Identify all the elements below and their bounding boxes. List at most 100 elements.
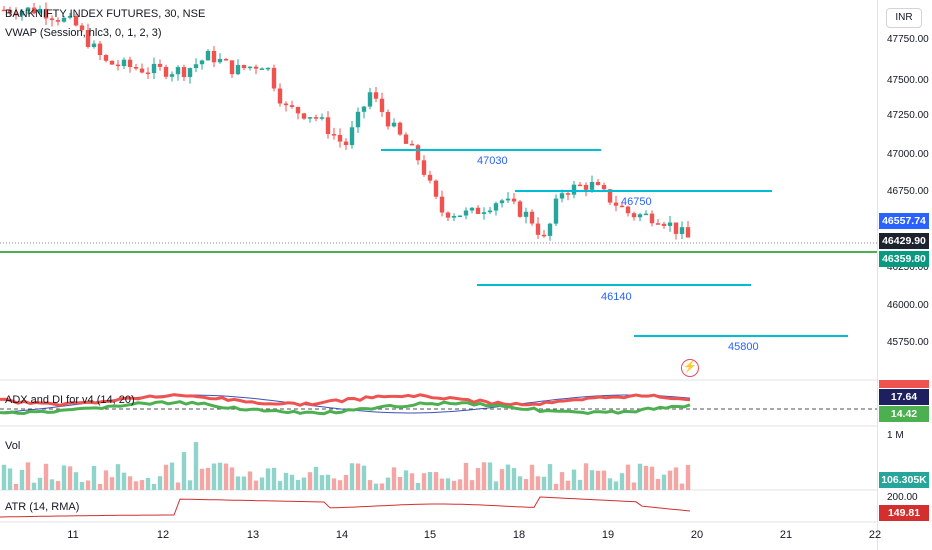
volume-bar xyxy=(103,470,109,490)
candle-body xyxy=(373,92,379,99)
price-axis[interactable] xyxy=(877,0,932,550)
time-tick: 13 xyxy=(246,529,260,541)
candle-body xyxy=(211,50,217,63)
symbol-legend[interactable]: BANKNIFTY INDEX FUTURES, 30, NSE xyxy=(5,8,206,20)
time-tick: 18 xyxy=(512,529,526,541)
price-tag-green: 46359.80 xyxy=(879,251,929,267)
candle-body xyxy=(283,103,289,106)
vol-scale-label: 1 M xyxy=(887,430,904,441)
volume-bar xyxy=(187,480,193,490)
candle-body xyxy=(145,72,151,75)
candle-body xyxy=(139,68,145,73)
candle-body xyxy=(559,193,565,199)
candle-body xyxy=(553,198,559,224)
candle-body xyxy=(421,160,427,175)
vol-legend[interactable]: Vol xyxy=(5,440,21,452)
candle-body xyxy=(103,55,109,61)
volume-bar xyxy=(463,462,469,490)
candle-body xyxy=(487,210,493,213)
candle-body xyxy=(187,68,193,78)
price-tag-blue: 46557.74 xyxy=(879,213,929,229)
volume-bar xyxy=(289,474,295,490)
volume-bar xyxy=(625,464,631,490)
volume-bar xyxy=(469,480,475,490)
candle-body xyxy=(157,63,163,67)
volume-bar xyxy=(439,478,445,490)
candle-body xyxy=(439,196,445,213)
candle-body xyxy=(445,212,451,218)
volume-bar xyxy=(319,475,325,490)
candle-body xyxy=(499,200,505,204)
price-tick: 45750.00 xyxy=(887,337,929,348)
candle-body xyxy=(385,111,391,127)
candle-body xyxy=(451,216,457,218)
volume-bar xyxy=(223,463,229,490)
volume-bar xyxy=(361,465,367,490)
di-value-tag: 14.42 xyxy=(879,406,929,422)
candle-body xyxy=(379,98,385,112)
volume-bar xyxy=(193,442,199,490)
volume-bar xyxy=(595,470,601,490)
candle-body xyxy=(493,203,499,211)
candle-body xyxy=(67,16,73,18)
candle-body xyxy=(253,66,259,69)
candle-body xyxy=(241,65,247,69)
level-label: 46750 xyxy=(621,196,652,208)
volume-bar xyxy=(667,470,673,490)
volume-bar xyxy=(349,463,355,490)
volume-bar xyxy=(7,468,13,490)
candle-body xyxy=(625,206,631,214)
volume-bar xyxy=(67,466,73,490)
candle-body xyxy=(631,213,637,218)
currency-button[interactable]: INR xyxy=(886,8,922,28)
volume-bar xyxy=(229,467,235,490)
volume-bar xyxy=(115,464,121,490)
candle-body xyxy=(469,207,475,211)
candle-body xyxy=(685,227,691,238)
time-tick: 21 xyxy=(779,529,793,541)
volume-bar xyxy=(205,467,211,490)
candle-body xyxy=(259,68,265,70)
volume-bar xyxy=(649,466,655,490)
candle-body xyxy=(349,127,355,146)
candle-body xyxy=(601,185,607,190)
candle-body xyxy=(661,223,667,226)
volume-bar xyxy=(295,479,301,490)
candle-body xyxy=(235,65,241,75)
volume-bar xyxy=(403,470,409,490)
candle-body xyxy=(97,43,103,56)
candle-body xyxy=(169,74,175,77)
atr-legend[interactable]: ATR (14, RMA) xyxy=(5,501,80,513)
level-label: 46140 xyxy=(601,291,632,303)
candle-body xyxy=(475,207,481,214)
volume-bar xyxy=(499,469,505,490)
candle-body xyxy=(655,223,661,225)
volume-bar xyxy=(61,465,67,490)
candle-body xyxy=(517,201,523,217)
volume-bar xyxy=(613,481,619,490)
volume-bar xyxy=(253,480,259,490)
candle-body xyxy=(337,134,343,142)
volume-bar xyxy=(415,482,421,490)
price-tick: 47500.00 xyxy=(887,75,929,86)
candle-body xyxy=(133,66,139,69)
candle-body xyxy=(25,7,31,11)
candle-body xyxy=(391,122,397,127)
volume-bar xyxy=(127,476,133,490)
candle-body xyxy=(49,18,55,21)
volume-bar xyxy=(385,477,391,490)
candle-body xyxy=(403,134,409,144)
volume-bar xyxy=(145,478,151,490)
candle-body xyxy=(679,227,685,234)
time-tick: 14 xyxy=(335,529,349,541)
volume-bar xyxy=(601,470,607,490)
candle-body xyxy=(217,59,223,63)
lightning-icon[interactable]: ⚡ xyxy=(681,359,699,377)
vwap-legend[interactable]: VWAP (Session, hlc3, 0, 1, 2, 3) xyxy=(5,27,162,39)
adx-legend[interactable]: ADX and DI for v4 (14, 20) xyxy=(5,394,135,406)
volume-bar xyxy=(589,470,595,490)
candle-body xyxy=(265,67,271,70)
candle-body xyxy=(325,117,331,135)
volume-bar xyxy=(607,478,613,490)
